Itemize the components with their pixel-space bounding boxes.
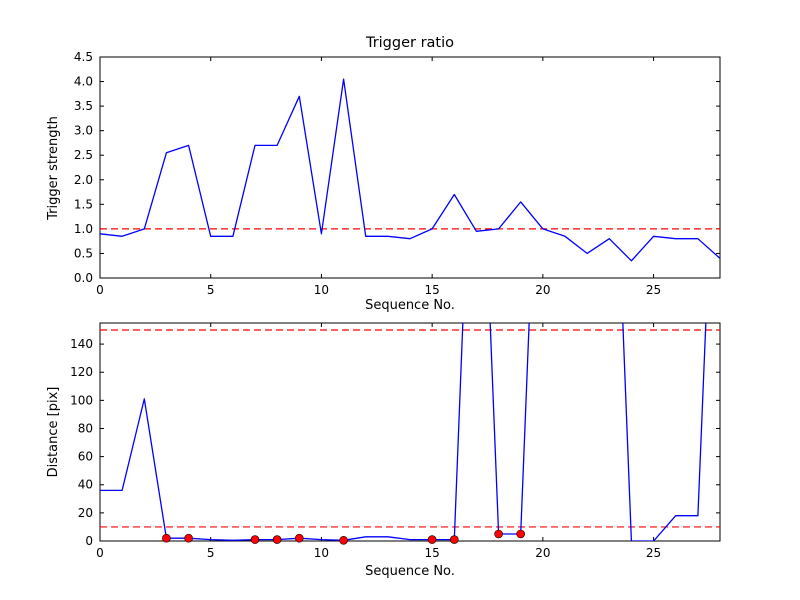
y-tick-label: 3.0 xyxy=(74,124,93,138)
bottom-subplot: 0 5 10 15 20 25 0 20 40 60 80 100 120 140 xyxy=(70,322,721,560)
x-tick-label: 0 xyxy=(96,546,104,560)
y-tick-label: 120 xyxy=(70,365,93,379)
data-point-marker xyxy=(250,535,260,544)
x-tick-label: 25 xyxy=(646,546,661,560)
y-tick-label: 0 xyxy=(85,534,93,548)
top-subplot: 0 5 10 15 20 25 0.0 0.5 1.0 1.5 2.0 2.5 3.0 3.5 4.0 4.5 xyxy=(74,50,721,297)
x-tick-label: 15 xyxy=(425,283,440,297)
data-point-marker xyxy=(427,535,437,544)
data-line xyxy=(100,323,707,541)
x-tick-label: 10 xyxy=(314,546,329,560)
y-tick-label: 1.0 xyxy=(74,222,93,236)
bottom-ylabel: Distance [pix] xyxy=(46,387,61,478)
x-tick-label: 20 xyxy=(535,283,550,297)
top-xlabel: Sequence No. xyxy=(365,298,455,313)
data-point-marker xyxy=(449,535,459,544)
top-ylabel: Trigger strength xyxy=(46,116,61,221)
y-tick-label: 4.5 xyxy=(74,50,93,64)
plot-frame xyxy=(99,56,721,279)
y-tick-label: 80 xyxy=(78,421,93,435)
plot-frame xyxy=(99,322,721,542)
data-point-marker xyxy=(516,529,526,539)
x-tick-label: 5 xyxy=(207,546,215,560)
data-point-marker xyxy=(162,533,171,543)
y-tick-label: 140 xyxy=(70,337,93,351)
y-tick-label: 0.0 xyxy=(74,271,93,285)
x-tick-label: 10 xyxy=(314,283,329,297)
x-tick-label: 25 xyxy=(646,283,661,297)
data-line xyxy=(100,78,720,262)
y-tick-label: 0.5 xyxy=(74,246,93,260)
y-tick-label: 4.0 xyxy=(74,75,93,89)
y-tick-label: 1.5 xyxy=(74,197,93,211)
x-tick-label: 0 xyxy=(96,283,104,297)
data-point-marker xyxy=(272,535,282,544)
x-tick-label: 5 xyxy=(207,283,215,297)
data-point-marker xyxy=(339,535,348,545)
y-tick-label: 20 xyxy=(78,506,93,520)
chart-title: Trigger ratio xyxy=(365,35,454,51)
y-tick-label: 2.0 xyxy=(74,173,93,187)
x-tick-label: 15 xyxy=(425,546,440,560)
y-tick-label: 40 xyxy=(78,478,93,492)
y-tick-label: 100 xyxy=(70,393,93,407)
x-tick-label: 20 xyxy=(535,546,550,560)
y-tick-label: 2.5 xyxy=(74,148,93,162)
data-point-marker xyxy=(184,533,193,543)
data-point-marker xyxy=(494,529,503,539)
bottom-xlabel: Sequence No. xyxy=(365,564,455,579)
y-tick-label: 60 xyxy=(78,450,93,464)
y-tick-label: 3.5 xyxy=(74,99,93,113)
data-point-marker xyxy=(294,533,304,543)
